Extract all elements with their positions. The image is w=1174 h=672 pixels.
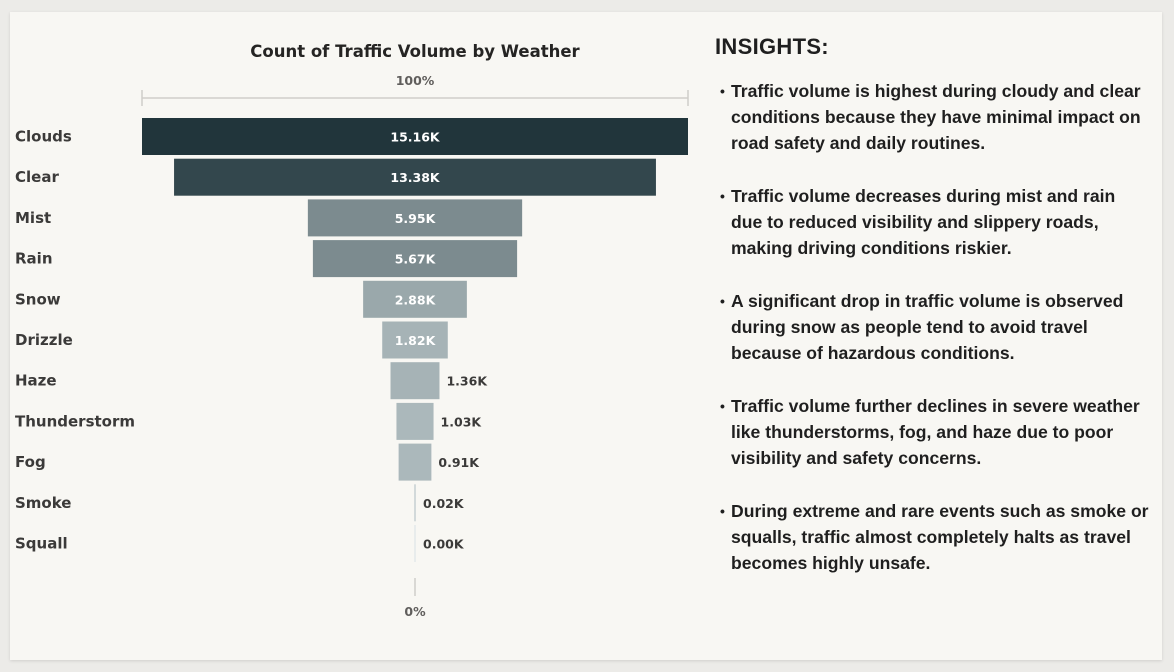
funnel-bar (396, 402, 434, 440)
value-label: 13.38K (390, 170, 441, 185)
category-label: Smoke (15, 494, 71, 512)
insight-item: • Traffic volume further declines in seve… (720, 393, 1150, 471)
top-percent-label: 100% (396, 73, 435, 88)
funnel-chart[interactable]: 100% 0% Clouds Clear Mist Rain Snow Drizzle Haz… (10, 12, 710, 660)
value-label: 1.36K (446, 374, 488, 389)
bullet-icon: • (720, 293, 725, 309)
insight-item: • During extreme and rare events such as … (720, 498, 1150, 576)
insights-title: INSIGHTS: (715, 34, 829, 59)
bullet-icon: • (720, 398, 725, 414)
insight-text: A significant drop in traffic volume is … (731, 291, 1124, 363)
value-label: 15.16K (390, 130, 441, 145)
funnel-value-labels: 15.16K 13.38K 5.95K 5.67K 2.88K 1.82K 1.36K 1.0… (390, 130, 488, 552)
funnel-bar (174, 158, 656, 196)
bullet-icon: • (720, 188, 725, 204)
funnel-bar (363, 280, 467, 318)
category-label: Snow (15, 290, 61, 308)
report-card: Count of Traffic Volume by Weather 100% 0… (10, 12, 1162, 660)
insight-text: Traffic volume is highest during cloudy … (731, 81, 1141, 153)
category-label: Drizzle (15, 331, 73, 349)
category-label: Thunderstorm (15, 412, 135, 430)
insight-text: During extreme and rare events such as s… (731, 501, 1149, 573)
funnel-bar (414, 525, 416, 562)
bottom-percent-label: 0% (404, 604, 426, 619)
bullet-icon: • (720, 83, 725, 99)
funnel-axis: 100% 0% (141, 73, 689, 619)
category-label: Rain (15, 250, 53, 268)
funnel-bar (142, 118, 688, 155)
insight-item: • Traffic volume is highest during cloudy… (720, 78, 1150, 156)
bullet-icon: • (720, 503, 725, 519)
category-label: Haze (15, 372, 57, 390)
funnel-bar (398, 443, 432, 481)
value-label: 1.03K (441, 414, 483, 429)
insights-list: • Traffic volume is highest during cloudy… (720, 78, 1150, 603)
category-label: Mist (15, 209, 51, 227)
value-label: 1.82K (395, 333, 437, 348)
value-label: 0.91K (438, 455, 480, 470)
category-label: Squall (15, 535, 68, 553)
insight-item: • Traffic volume decreases during mist an… (720, 183, 1150, 261)
value-label: 0.02K (423, 496, 465, 511)
funnel-category-labels: Clouds Clear Mist Rain Snow Drizzle Haze Thunde… (15, 128, 135, 553)
value-label: 5.95K (395, 211, 437, 226)
chart-title: Count of Traffic Volume by Weather (250, 42, 580, 61)
value-label: 0.00K (423, 537, 465, 552)
insight-text: Traffic volume decreases during mist and… (731, 186, 1116, 258)
insight-text: Traffic volume further declines in sever… (731, 396, 1140, 468)
value-label: 2.88K (395, 292, 437, 307)
funnel-bar (312, 240, 518, 278)
category-label: Clouds (15, 128, 72, 146)
funnel-bar (382, 321, 448, 359)
funnel-bar (390, 362, 440, 400)
value-label: 5.67K (395, 252, 437, 267)
category-label: Clear (15, 168, 59, 186)
insight-item: • A significant drop in traffic volume is… (720, 288, 1150, 366)
funnel-bar (307, 199, 523, 237)
category-label: Fog (15, 453, 46, 471)
funnel-bar (414, 484, 416, 522)
funnel-bars (142, 118, 688, 562)
